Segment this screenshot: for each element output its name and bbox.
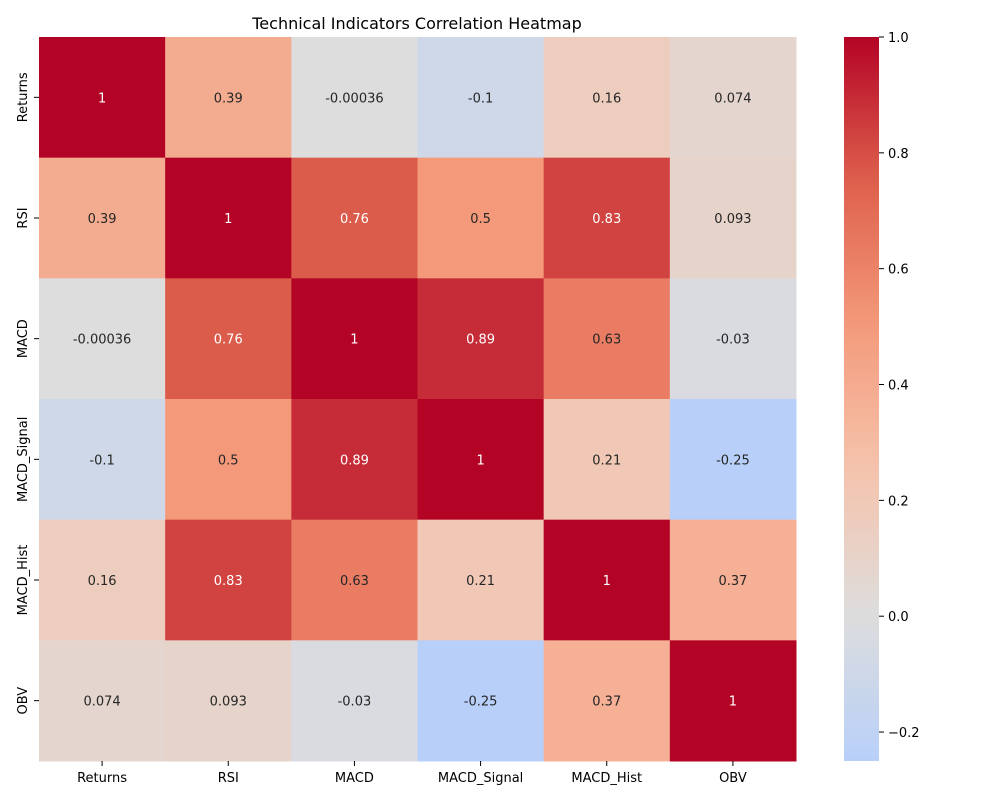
heatmap-cell <box>669 399 797 521</box>
heatmap-cell <box>165 278 292 400</box>
x-tick-label: MACD_Signal <box>438 771 523 786</box>
heatmap-cell-label: 1 <box>350 333 358 348</box>
x-axis-ticks: Returns RSI MACD MACD_Signal MACD_Hist OBV <box>77 761 747 786</box>
heatmap-cell <box>669 519 797 641</box>
y-tick-label: MACD <box>16 319 31 358</box>
heatmap-cell-label: 0.074 <box>83 695 120 710</box>
heatmap-cell-label: 0.83 <box>592 212 621 227</box>
heatmap-cell <box>417 640 545 762</box>
chart-title: Technical Indicators Correlation Heatmap <box>251 14 582 33</box>
heatmap-cell <box>39 157 166 279</box>
heatmap-cell <box>669 278 797 400</box>
heatmap-cell <box>39 399 166 521</box>
heatmap-cell <box>39 37 166 159</box>
heatmap-cell-label: 0.093 <box>210 695 247 710</box>
heatmap-cell-label: -0.00036 <box>73 333 131 348</box>
x-tick-label: Returns <box>77 771 127 786</box>
heatmap-cell <box>669 640 797 762</box>
heatmap-cell-label: 0.5 <box>470 212 491 227</box>
heatmap-cell-label: 1 <box>603 574 611 589</box>
heatmap-cell <box>291 519 418 641</box>
heatmap-cell-label: 1 <box>224 212 232 227</box>
heatmap-cell-label: 0.89 <box>466 333 495 348</box>
heatmap-cell-label: 0.63 <box>340 574 369 589</box>
heatmap-cell <box>417 157 545 279</box>
y-tick-label: MACD_Hist <box>16 545 31 616</box>
y-tick-label: Returns <box>16 72 31 122</box>
heatmap-cell-label: 1 <box>476 453 484 468</box>
heatmap-cell-label: 0.16 <box>592 91 621 106</box>
heatmap-cell-label: 0.5 <box>218 453 239 468</box>
x-tick-label: OBV <box>719 771 747 786</box>
heatmap-cell <box>543 157 671 279</box>
y-tick-label: MACD_Signal <box>16 417 31 502</box>
heatmap-cell-label: 0.21 <box>592 453 621 468</box>
heatmap-cell-label: 0.39 <box>214 91 243 106</box>
colorbar-tick-label: 0.8 <box>888 147 909 162</box>
heatmap-cell <box>417 37 545 159</box>
heatmap-cell <box>165 399 292 521</box>
heatmap-cells <box>39 37 797 762</box>
heatmap-cell-label: 0.89 <box>340 453 369 468</box>
heatmap-cell-label: 0.37 <box>718 574 747 589</box>
heatmap-cell-label: 1 <box>98 91 106 106</box>
heatmap-cell <box>417 519 545 641</box>
heatmap-cell <box>543 278 671 400</box>
heatmap-cell <box>291 157 418 279</box>
heatmap-cell <box>417 399 545 521</box>
heatmap-cell-label: -0.03 <box>716 333 750 348</box>
heatmap-cell-label: -0.03 <box>338 695 372 710</box>
heatmap-cell-label: 0.074 <box>714 91 751 106</box>
colorbar-tick-label: 0.0 <box>888 610 909 625</box>
heatmap-cell-label: 0.76 <box>340 212 369 227</box>
colorbar-tick-label: 0.2 <box>888 494 909 509</box>
colorbar-tick-label: −0.2 <box>888 726 920 741</box>
heatmap-cell <box>291 37 418 159</box>
y-axis-ticks: Returns RSI MACD MACD_Signal MACD_Hist OBV <box>16 72 39 714</box>
heatmap-cell-label: -0.1 <box>89 453 114 468</box>
heatmap-cell <box>165 37 292 159</box>
heatmap-cell-label: 0.21 <box>466 574 495 589</box>
heatmap-cell <box>417 278 545 400</box>
y-tick-label: RSI <box>16 207 31 228</box>
heatmap-cell <box>669 37 797 159</box>
heatmap-cell-label: -0.25 <box>464 695 498 710</box>
heatmap-cell-label: -0.00036 <box>325 91 383 106</box>
heatmap-cell-label: 0.093 <box>714 212 751 227</box>
heatmap-cell-label: 0.76 <box>214 333 243 348</box>
heatmap-cell-label: 0.63 <box>592 333 621 348</box>
heatmap-cell <box>291 278 418 400</box>
x-tick-label: MACD <box>335 771 374 786</box>
heatmap-cell <box>291 399 418 521</box>
heatmap-cell-labels: 1 0.39 -0.00036 -0.1 0.16 0.074 0.39 1 0.76 0.5 0.… <box>73 91 752 709</box>
heatmap-cell <box>543 519 671 641</box>
heatmap-cell <box>39 278 166 400</box>
heatmap-cell <box>39 640 166 762</box>
heatmap-cell <box>669 157 797 279</box>
heatmap-cell <box>543 37 671 159</box>
heatmap-cell-label: 0.37 <box>592 695 621 710</box>
heatmap-cell-label: 0.83 <box>214 574 243 589</box>
x-tick-label: RSI <box>218 771 239 786</box>
colorbar: −0.2 0.0 0.2 0.4 0.6 0.8 1.0 <box>844 31 920 761</box>
heatmap-cell-label: -0.25 <box>716 453 750 468</box>
y-tick-label: OBV <box>16 687 31 715</box>
colorbar-tick-label: 0.6 <box>888 263 909 278</box>
heatmap-cell-label: 0.16 <box>88 574 117 589</box>
x-tick-label: MACD_Hist <box>571 771 642 786</box>
heatmap-cell-label: 1 <box>729 695 737 710</box>
heatmap-cell <box>543 640 671 762</box>
heatmap-cell <box>165 519 292 641</box>
colorbar-tick-label: 1.0 <box>888 31 909 46</box>
colorbar-tick-label: 0.4 <box>888 379 909 394</box>
heatmap-cell-label: 0.39 <box>88 212 117 227</box>
colorbar-gradient <box>844 37 879 761</box>
heatmap-cell-label: -0.1 <box>468 91 493 106</box>
heatmap-cell <box>165 157 292 279</box>
heatmap-cell <box>39 519 166 641</box>
heatmap-cell <box>165 640 292 762</box>
heatmap-cell <box>543 399 671 521</box>
heatmap-cell <box>291 640 418 762</box>
